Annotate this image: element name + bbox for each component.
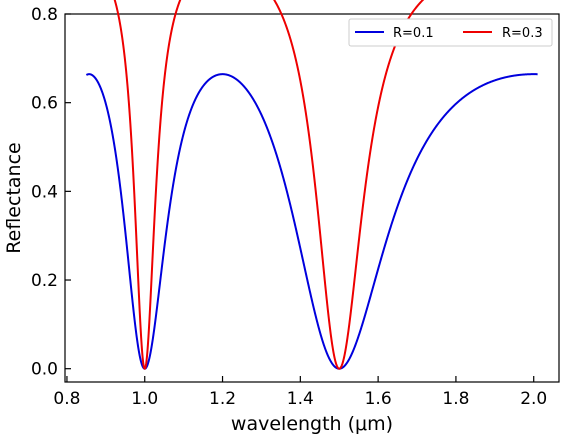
x-tick-label: 1.6	[365, 389, 392, 409]
plot-frame	[64, 13, 560, 383]
x-tick-label: 1.4	[287, 389, 314, 409]
x-tick-label: 1.2	[209, 389, 236, 409]
x-axis-ticks: 0.8 1.0 1.2 1.4 1.6 1.8 2.0	[53, 376, 547, 409]
series-lines	[85, 0, 539, 370]
x-tick-label: 1.8	[442, 389, 469, 409]
legend-label-r01: R=0.1	[393, 26, 434, 41]
y-axis-label: Reflectance	[3, 142, 25, 253]
y-tick-label: 0.0	[31, 360, 58, 380]
x-axis-label: wavelength (μm)	[231, 413, 393, 435]
x-tick-label: 2.0	[520, 389, 547, 409]
y-axis-ticks: 0.0 0.2 0.4 0.6 0.8	[31, 5, 71, 380]
y-tick-label: 0.2	[31, 271, 58, 291]
y-tick-label: 0.4	[31, 182, 58, 202]
y-tick-label: 0.6	[31, 94, 58, 114]
series-line-R=0.1	[85, 73, 539, 370]
legend-box	[348, 18, 553, 47]
series-line-R=0.3	[113, 0, 425, 370]
x-tick-label: 0.8	[53, 389, 80, 409]
legend: R=0.1 R=0.3	[348, 18, 553, 47]
legend-label-r03: R=0.3	[502, 26, 543, 41]
x-tick-label: 1.0	[131, 389, 158, 409]
y-tick-label: 0.8	[31, 5, 58, 25]
